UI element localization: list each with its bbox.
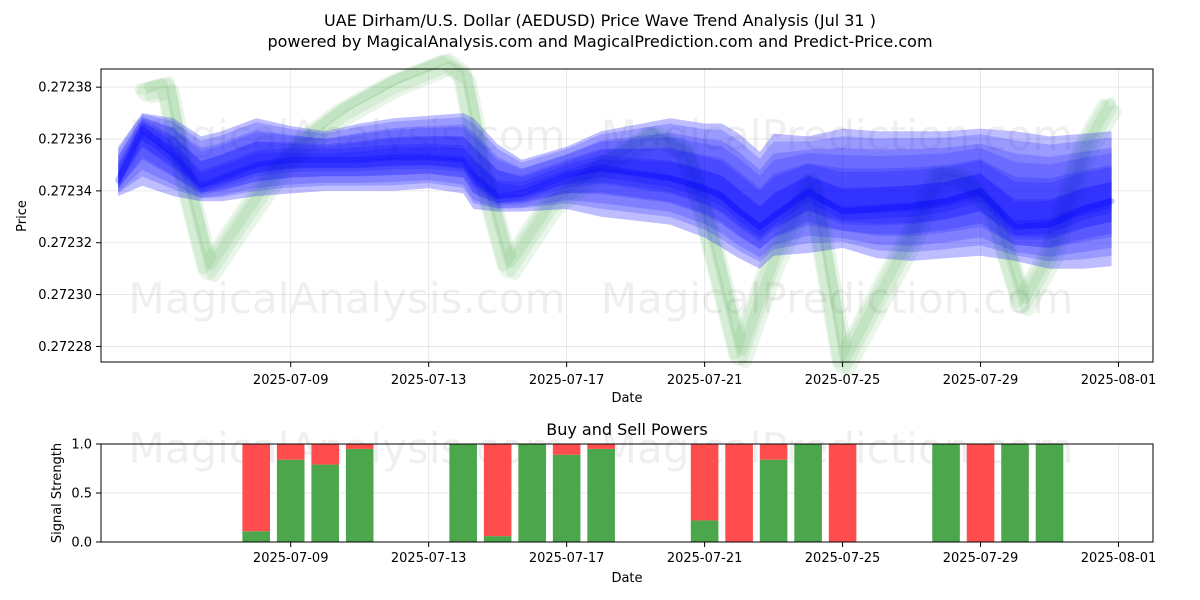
chart-title-line1: UAE Dirham/U.S. Dollar (AEDUSD) Price Wa… — [324, 11, 876, 30]
sell-bar — [966, 444, 995, 542]
buy-bar — [759, 459, 788, 542]
price-y-axis: 0.27228 0.27230 0.27232 0.27234 0.27236 0.272… — [38, 81, 101, 355]
signal-chart-title: Buy and Sell Powers — [546, 420, 708, 439]
price-watermarks: MagicalAnalysis.com MagicalPrediction.co… — [129, 111, 1074, 323]
wave-trend-line — [136, 54, 1118, 374]
buy-bar — [345, 448, 374, 542]
price-x-tick-label: 2025-08-01 — [1081, 373, 1157, 388]
price-band-series — [115, 113, 1115, 269]
signal-x-tick-label: 2025-07-17 — [529, 551, 605, 566]
sell-bar — [483, 444, 512, 537]
buy-bar — [794, 444, 822, 542]
buy-bar — [690, 520, 719, 542]
price-x-label: Date — [611, 391, 642, 406]
price-plot-frame — [100, 68, 1154, 363]
sell-bar — [759, 444, 788, 460]
price-grid — [101, 69, 1153, 362]
signal-y-label: Signal Strength — [50, 443, 65, 543]
price-x-axis: 2025-07-09 2025-07-13 2025-07-17 2025-07-21… — [253, 362, 1156, 388]
watermark-right: MagicalPrediction.com — [601, 111, 1074, 160]
sell-bar — [276, 444, 305, 460]
signal-x-tick-label: 2025-08-01 — [1081, 551, 1157, 566]
sell-bar — [552, 444, 581, 455]
price-x-tick-label: 2025-07-25 — [805, 373, 881, 388]
watermark-left: MagicalAnalysis.com — [129, 111, 566, 160]
signal-x-tick-label: 2025-07-13 — [391, 551, 467, 566]
price-x-tick-label: 2025-07-09 — [253, 373, 329, 388]
buy-bar — [242, 531, 271, 542]
buy-bar — [552, 454, 581, 542]
signal-x-tick-label: 2025-07-09 — [253, 551, 329, 566]
signal-bars — [242, 444, 1064, 542]
sell-bar — [725, 444, 753, 542]
signal-x-tick-label: 2025-07-25 — [805, 551, 881, 566]
price-x-tick-label: 2025-07-21 — [667, 373, 743, 388]
buy-bar — [483, 536, 512, 542]
signal-y-axis: 0.0 0.5 1.0 — [71, 438, 101, 551]
sell-bar — [311, 444, 339, 465]
price-y-tick-label: 0.27232 — [38, 236, 92, 251]
buy-bar — [311, 464, 339, 542]
wave-trend-series — [134, 52, 1122, 376]
signal-x-label: Date — [611, 571, 642, 586]
price-y-tick-label: 0.27228 — [38, 340, 92, 355]
chart-title-line2: powered by MagicalAnalysis.com and Magic… — [267, 32, 932, 51]
price-band-layer — [118, 113, 1112, 269]
price-band-layer — [118, 122, 1112, 249]
buy-bar — [449, 444, 477, 542]
price-x-tick-label: 2025-07-29 — [943, 373, 1019, 388]
price-x-tick-label: 2025-07-17 — [529, 373, 605, 388]
buy-bar — [518, 444, 546, 542]
wave-trend-line — [143, 52, 1117, 364]
price-y-label: Price — [15, 200, 30, 232]
price-band-layer — [118, 121, 1112, 230]
wave-trend-line — [134, 54, 1110, 368]
sell-bar — [828, 444, 857, 542]
signal-x-axis: 2025-07-09 2025-07-13 2025-07-17 2025-07-21… — [253, 542, 1156, 566]
watermark-left-lower: MagicalAnalysis.com — [129, 274, 566, 323]
signal-x-tick-label: 2025-07-21 — [667, 551, 743, 566]
price-band-layer — [118, 131, 1112, 237]
price-band-layer — [118, 117, 1112, 258]
buy-bar — [276, 459, 305, 542]
price-band-layer — [118, 118, 1112, 240]
price-y-tick-label: 0.27230 — [38, 288, 92, 303]
buy-bar — [1035, 444, 1064, 542]
watermark-right-lower: MagicalPrediction.com — [601, 274, 1074, 323]
price-band-layer — [118, 116, 1112, 250]
buy-bar — [932, 444, 960, 542]
price-y-tick-label: 0.27234 — [38, 184, 92, 199]
signal-chart: Buy and Sell Powers MagicalAnalysis.com … — [50, 420, 1156, 586]
signal-x-tick-label: 2025-07-29 — [943, 551, 1019, 566]
price-y-tick-label: 0.27238 — [38, 81, 92, 96]
signal-y-tick-label: 0.0 — [71, 536, 92, 551]
sell-bar — [587, 444, 615, 449]
price-center-line — [115, 125, 1115, 231]
signal-y-tick-label: 0.5 — [71, 487, 92, 502]
buy-bar — [1001, 444, 1029, 542]
price-plot-background — [101, 69, 1153, 362]
sell-bar — [345, 444, 374, 449]
signal-y-tick-label: 1.0 — [71, 438, 92, 453]
price-y-tick-label: 0.27236 — [38, 133, 92, 148]
price-x-tick-label: 2025-07-13 — [391, 373, 467, 388]
price-chart: MagicalAnalysis.com MagicalPrediction.co… — [15, 52, 1156, 406]
wave-trend-line — [144, 60, 1122, 376]
sell-bar — [690, 444, 719, 521]
price-band-layer — [118, 114, 1112, 262]
buy-bar — [587, 448, 615, 542]
sell-bar — [242, 444, 271, 532]
price-band-layer — [118, 127, 1112, 242]
